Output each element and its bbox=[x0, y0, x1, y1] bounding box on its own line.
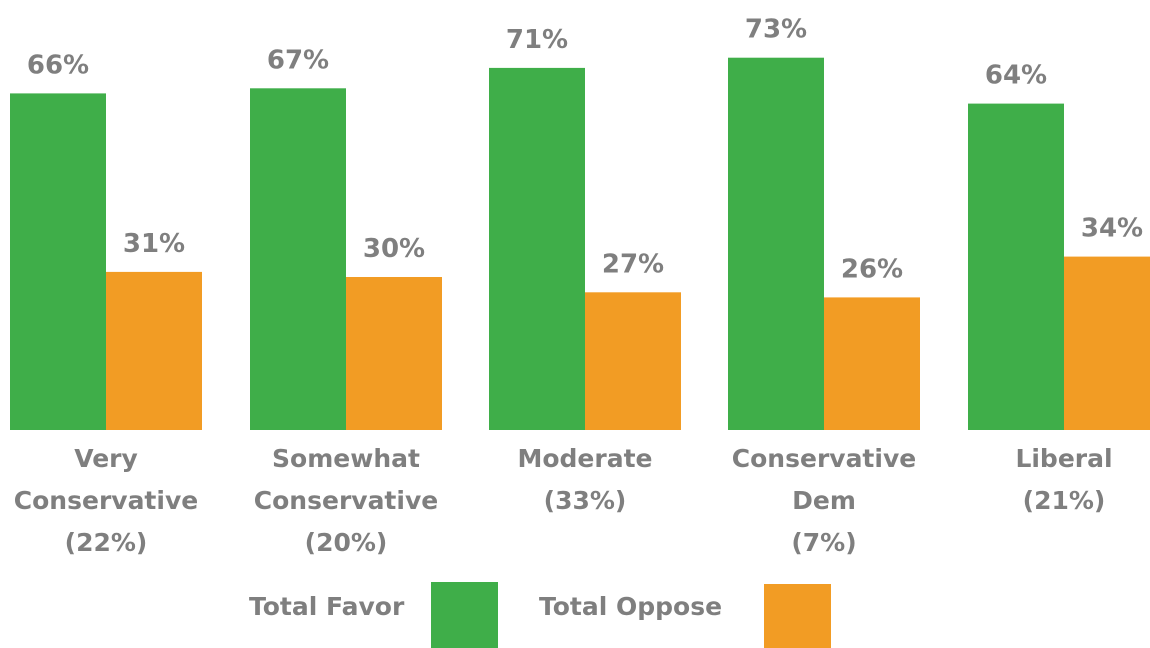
legend-label-total-favor: Total Favor bbox=[249, 592, 405, 621]
data-label-favor-0: 66% bbox=[27, 50, 89, 80]
data-label-oppose-2: 27% bbox=[602, 249, 664, 279]
bar-favor-0 bbox=[10, 93, 106, 431]
legend-label-total-oppose: Total Oppose bbox=[539, 592, 723, 621]
legend-swatch-total-oppose bbox=[764, 584, 831, 648]
bar-oppose-3 bbox=[824, 297, 920, 430]
bar-chart: 66% 31% Very Conservative (22%) 67% 30% Somewha… bbox=[10, 15, 1150, 557]
category-label-1: Somewhat Conservative (20%) bbox=[254, 444, 438, 557]
legend: Total Favor Total Oppose bbox=[0, 582, 1150, 648]
data-label-favor-2: 71% bbox=[506, 25, 568, 55]
data-label-oppose-3: 26% bbox=[841, 254, 903, 284]
data-label-oppose-4: 34% bbox=[1081, 214, 1143, 244]
bar-oppose-1 bbox=[346, 277, 442, 430]
bar-favor-1 bbox=[250, 88, 346, 431]
bar-oppose-4 bbox=[1064, 256, 1150, 430]
category-label-3: Conservative Dem (7%) bbox=[732, 444, 916, 557]
category-label-2: Moderate (33%) bbox=[517, 444, 652, 515]
bar-favor-2 bbox=[489, 67, 585, 431]
bar-favor-4 bbox=[968, 103, 1064, 430]
bar-oppose-2 bbox=[585, 292, 681, 430]
data-label-oppose-0: 31% bbox=[123, 229, 185, 259]
data-label-favor-1: 67% bbox=[267, 45, 329, 75]
data-label-favor-3: 73% bbox=[745, 15, 807, 45]
legend-swatch-total-favor bbox=[431, 582, 498, 648]
category-label-4: Liberal (21%) bbox=[1015, 444, 1112, 515]
data-label-oppose-1: 30% bbox=[363, 234, 425, 264]
bar-favor-3 bbox=[728, 57, 824, 430]
category-label-0: Very Conservative (22%) bbox=[14, 444, 198, 557]
data-label-favor-4: 64% bbox=[985, 61, 1047, 91]
bar-oppose-0 bbox=[106, 271, 202, 430]
